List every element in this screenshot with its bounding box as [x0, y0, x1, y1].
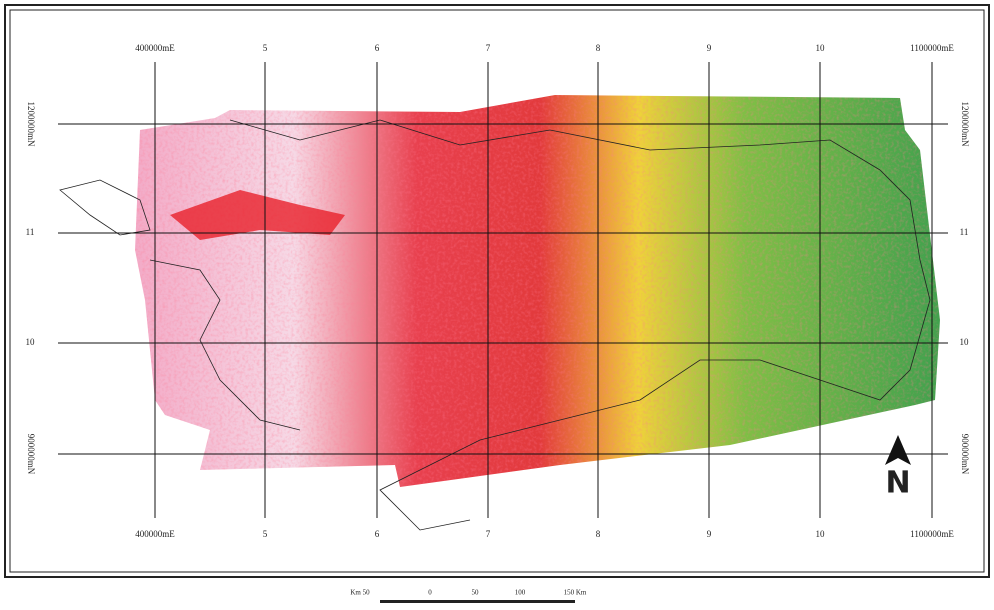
left-label: 1200000mN — [26, 102, 36, 148]
inner-frame — [9, 9, 985, 573]
top-label: 5 — [263, 43, 268, 53]
boundaries — [59, 119, 931, 531]
classified-image — [135, 95, 940, 487]
north-label: N — [885, 466, 910, 501]
left-label: 11 — [26, 227, 35, 237]
top-label: 7 — [486, 43, 491, 53]
top-label: 400000mE — [135, 43, 175, 53]
top-label: 1100000mE — [910, 43, 954, 53]
scale-label: 150 Km — [564, 589, 587, 597]
grid: 400000mE 5 6 7 8 9 10 1100000mE 400000mE 5 6 7 8 9 10 1… — [26, 43, 970, 539]
scale-label: 0 — [428, 589, 432, 597]
bottom-label: 6 — [375, 529, 380, 539]
right-label: 900000mN — [960, 434, 970, 475]
bottom-label: 400000mE — [135, 529, 175, 539]
top-label: 10 — [816, 43, 826, 53]
bottom-label: 7 — [486, 529, 491, 539]
left-label: 10 — [26, 337, 36, 347]
left-label: 900000mN — [26, 434, 36, 475]
bottom-label: 1100000mE — [910, 529, 954, 539]
bottom-label: 5 — [263, 529, 268, 539]
bottom-label: 10 — [816, 529, 826, 539]
scale-bar: Km 50 0 50 100 150 Km — [350, 589, 587, 603]
scale-label: 50 — [472, 589, 480, 597]
bottom-label: 8 — [596, 529, 601, 539]
top-label: 9 — [707, 43, 712, 53]
right-label: 10 — [960, 337, 970, 347]
bottom-label: 9 — [707, 529, 712, 539]
right-label: 1200000mN — [960, 102, 970, 148]
right-label: 11 — [960, 227, 969, 237]
top-label: 8 — [596, 43, 601, 53]
top-label: 6 — [375, 43, 380, 53]
outer-frame — [4, 4, 990, 578]
scale-label: Km 50 — [350, 589, 370, 597]
scale-label: 100 — [515, 589, 526, 597]
north-arrow: N — [885, 435, 911, 501]
